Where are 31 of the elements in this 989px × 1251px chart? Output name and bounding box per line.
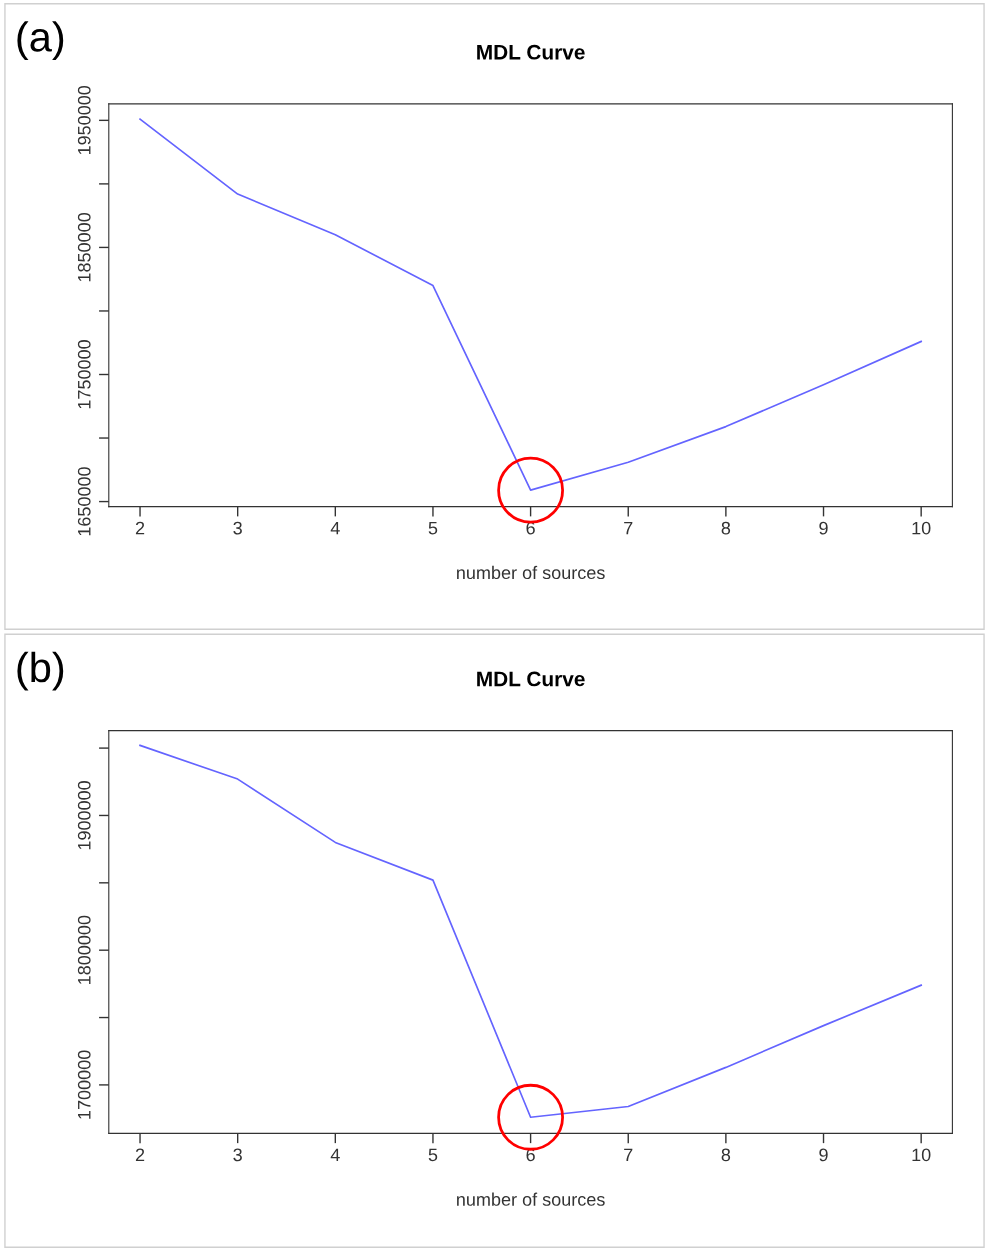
x-tick-label: 5 [428, 1148, 438, 1162]
y-tick-label: 1900000 [77, 781, 91, 850]
line-series [139, 744, 922, 1119]
y-tick-label: 1850000 [77, 212, 91, 282]
y-tick-label: 1700000 [77, 1050, 91, 1119]
chart-title: MDL Curve [477, 44, 585, 60]
x-tick-label: 7 [624, 1148, 633, 1162]
y-tick-label: 1650000 [77, 467, 91, 536]
x-tick-label: 3 [233, 1148, 242, 1162]
y-tick-label: 1750000 [77, 340, 91, 409]
y-tick-label: 1950000 [77, 85, 91, 155]
text: (b) [17, 651, 64, 691]
x-tick-label: 10 [912, 521, 931, 535]
x-tick-label: 2 [135, 1148, 145, 1162]
x-tick-label: 9 [819, 521, 828, 535]
x-tick-label: 4 [330, 521, 340, 535]
x-tick-label: 10 [912, 1148, 931, 1162]
x-tick-label: 5 [428, 521, 438, 535]
x-tick-label: 8 [721, 1148, 731, 1162]
x-tick-label: 4 [330, 1148, 340, 1162]
x-axis-title: number of sources [457, 1192, 605, 1206]
x-tick-label: 3 [233, 521, 242, 535]
y-tick-label: 1800000 [77, 915, 91, 984]
x-tick-label: 8 [721, 521, 731, 535]
chart-title: MDL Curve [477, 671, 585, 687]
x-axis-title: number of sources [457, 565, 605, 580]
x-tick-label: 9 [819, 1148, 828, 1162]
x-tick-label: 7 [624, 521, 633, 535]
x-tick-label: 2 [135, 521, 145, 535]
text: (a) [17, 21, 64, 61]
line-series [139, 118, 922, 491]
